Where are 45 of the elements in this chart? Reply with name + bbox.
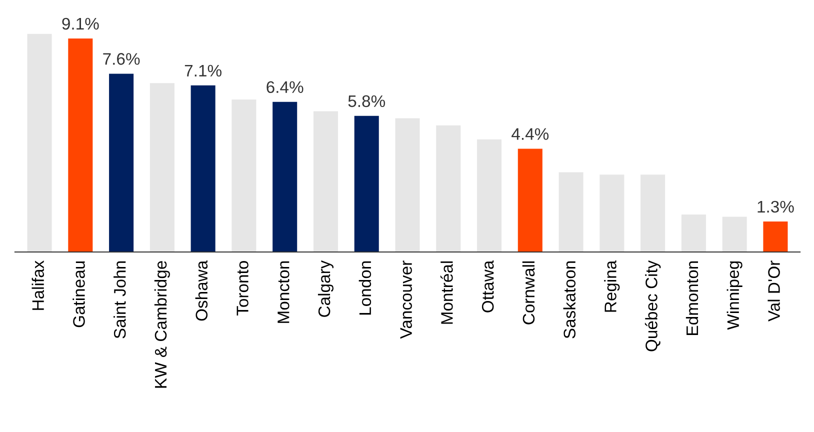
x-tick-label: Val D'Or — [768, 260, 780, 322]
x-tick-label: Regina — [604, 260, 620, 312]
bar — [150, 83, 174, 252]
bar — [681, 214, 706, 252]
x-tick-label: Cornwall — [522, 261, 535, 324]
bar — [640, 174, 666, 252]
x-tick-label: Edmonton — [686, 261, 698, 335]
bar — [600, 174, 624, 252]
bar — [395, 118, 420, 252]
data-label: 7.6% — [103, 53, 140, 65]
bar — [27, 34, 52, 252]
data-label: 1.3% — [758, 200, 794, 213]
bar — [313, 111, 338, 252]
x-tick-label: Gatineau — [72, 261, 85, 328]
x-tick-label: Saint John — [114, 261, 126, 338]
bar — [558, 172, 584, 252]
bar — [436, 125, 461, 252]
x-tick-label: London — [358, 261, 372, 315]
data-label: 9.1% — [62, 18, 99, 30]
x-tick-label: Winnipeg — [726, 261, 742, 330]
x-tick-label: Québec City — [644, 260, 661, 352]
x-tick-label: Ottawa — [482, 260, 494, 312]
bar — [232, 100, 256, 252]
data-label: 6.4% — [266, 81, 304, 94]
bar — [109, 74, 134, 252]
data-label: 5.8% — [348, 95, 386, 108]
bar — [354, 116, 379, 252]
bar — [722, 216, 747, 252]
data-label: 4.4% — [512, 128, 549, 140]
x-tick-label: Toronto — [236, 261, 248, 316]
x-tick-label: KW & Cambridge — [154, 261, 170, 388]
bar — [477, 139, 502, 252]
x-tick-label: Vancouver — [400, 260, 412, 339]
x-tick-label: Calgary — [318, 260, 334, 317]
bar — [190, 85, 216, 252]
data-label: 7.1% — [184, 64, 222, 77]
bar — [518, 148, 542, 252]
x-tick-label: Oshawa — [195, 260, 208, 321]
bar — [68, 38, 93, 252]
x-tick-label: Saskatoon — [563, 261, 576, 338]
bar — [272, 102, 298, 252]
x-tick-label: Montréal — [440, 261, 453, 324]
bar — [763, 222, 788, 252]
x-tick-label: Moncton — [278, 261, 290, 323]
x-tick-label: Halifax — [32, 260, 44, 310]
